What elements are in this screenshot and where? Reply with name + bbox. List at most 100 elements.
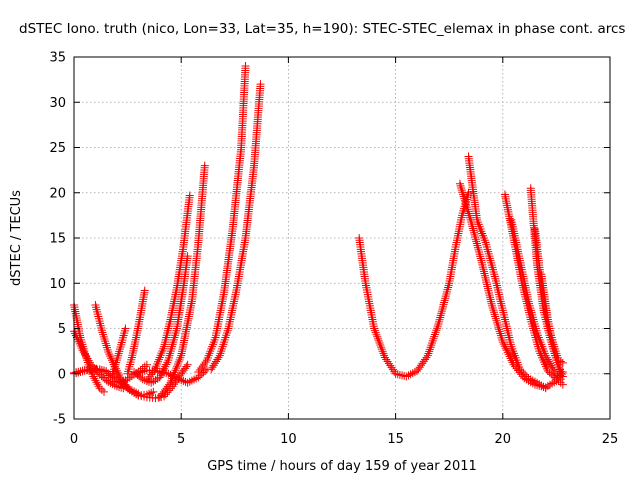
marker-trail: [127, 387, 141, 399]
marker-trail: [228, 145, 245, 231]
y-tick-label: 20: [49, 186, 66, 201]
marker-trail: [113, 342, 125, 362]
marker-trail: [233, 236, 250, 290]
data-point: [100, 387, 109, 396]
marker-trail: [97, 386, 106, 395]
marker-trail: [526, 375, 539, 386]
y-tick-label: 30: [49, 96, 66, 111]
marker-trail: [393, 370, 409, 380]
marker-trail: [196, 366, 210, 380]
y-tick-label: 25: [49, 141, 66, 156]
marker-trail: [177, 376, 190, 386]
x-tick-label: 25: [602, 432, 619, 447]
marker-trail: [149, 374, 162, 386]
data-point: [147, 378, 156, 387]
marker-trail: [179, 193, 194, 249]
marker-trail: [224, 286, 241, 331]
marker-trail: [90, 374, 103, 391]
marker-trail: [544, 317, 558, 353]
marker-trail: [134, 366, 149, 378]
marker-trail: [125, 372, 136, 382]
marker-trail: [211, 290, 228, 340]
marker-trail: [508, 344, 524, 371]
data-point: [149, 387, 158, 396]
series: [207, 80, 265, 374]
marker-trail: [477, 258, 496, 308]
marker-trail: [173, 245, 187, 290]
data-point: [477, 256, 486, 265]
y-axis-label: dSTEC / TECUs: [9, 190, 24, 286]
marker-trail: [132, 313, 145, 340]
marker-trail: [525, 299, 541, 335]
marker-trail: [97, 372, 111, 385]
marker-trail: [106, 379, 119, 390]
marker-trail: [370, 326, 389, 360]
data-point: [153, 367, 162, 376]
series: [194, 62, 250, 376]
marker-trail: [220, 227, 237, 295]
marker-trail: [79, 348, 94, 367]
marker-trail: [72, 368, 83, 378]
data-point: [541, 351, 550, 360]
data-point: [78, 346, 87, 355]
data-point: [104, 371, 113, 380]
marker-trail: [362, 281, 378, 331]
marker-trail: [435, 281, 453, 326]
marker-trail: [467, 218, 485, 263]
marker-trail: [554, 376, 565, 387]
data-point: [183, 252, 192, 261]
series: [155, 161, 209, 402]
data-point: [140, 286, 149, 295]
y-tick-label: -5: [53, 413, 66, 428]
marker-trail: [179, 254, 192, 290]
marker-trail: [166, 370, 181, 383]
data-points: [70, 62, 567, 403]
y-tick-labels: -5 0 5 10 15 20 25 30 35: [49, 51, 66, 428]
marker-trail: [536, 349, 551, 373]
marker-trail: [499, 340, 517, 367]
data-point: [164, 369, 173, 378]
marker-trail: [482, 240, 498, 276]
data-point: [104, 348, 113, 357]
data-point: [524, 374, 533, 383]
data-point: [110, 376, 119, 385]
marker-trail: [517, 367, 531, 381]
marker-trail: [424, 322, 442, 358]
marker-trail: [404, 368, 419, 380]
marker-trail: [488, 304, 507, 344]
data-point: [185, 191, 194, 200]
data-point: [423, 351, 432, 360]
data-point: [89, 372, 98, 381]
data-point: [121, 324, 130, 333]
marker-trail: [152, 344, 168, 371]
data-point: [138, 375, 147, 384]
marker-trail: [542, 353, 558, 374]
marker-trail: [136, 288, 149, 317]
series: [507, 215, 565, 384]
marker-trail: [145, 366, 159, 375]
data-point: [132, 369, 141, 378]
marker-trail: [250, 82, 265, 168]
marker-trail: [157, 380, 174, 400]
marker-trail: [70, 329, 86, 353]
x-axis-label: GPS time / hours of day 159 of year 2011: [207, 459, 477, 474]
marker-trail: [452, 213, 466, 249]
marker-trail: [533, 331, 549, 358]
marker-trail: [414, 353, 431, 374]
marker-trail: [109, 358, 121, 376]
marker-trail: [178, 362, 191, 376]
marker-trail: [128, 335, 140, 360]
marker-trail: [112, 377, 124, 387]
data-point: [175, 375, 184, 384]
x-tick-labels: 0 5 10 15 20 25: [70, 432, 618, 447]
marker-trail: [237, 64, 250, 150]
marker-trail: [166, 286, 181, 322]
data-point: [458, 211, 467, 220]
marker-trail: [355, 236, 370, 285]
data-point: [76, 367, 85, 376]
data-point: [370, 324, 379, 333]
marker-trail: [550, 349, 565, 376]
data-point: [166, 378, 175, 387]
marker-trail: [140, 376, 154, 386]
